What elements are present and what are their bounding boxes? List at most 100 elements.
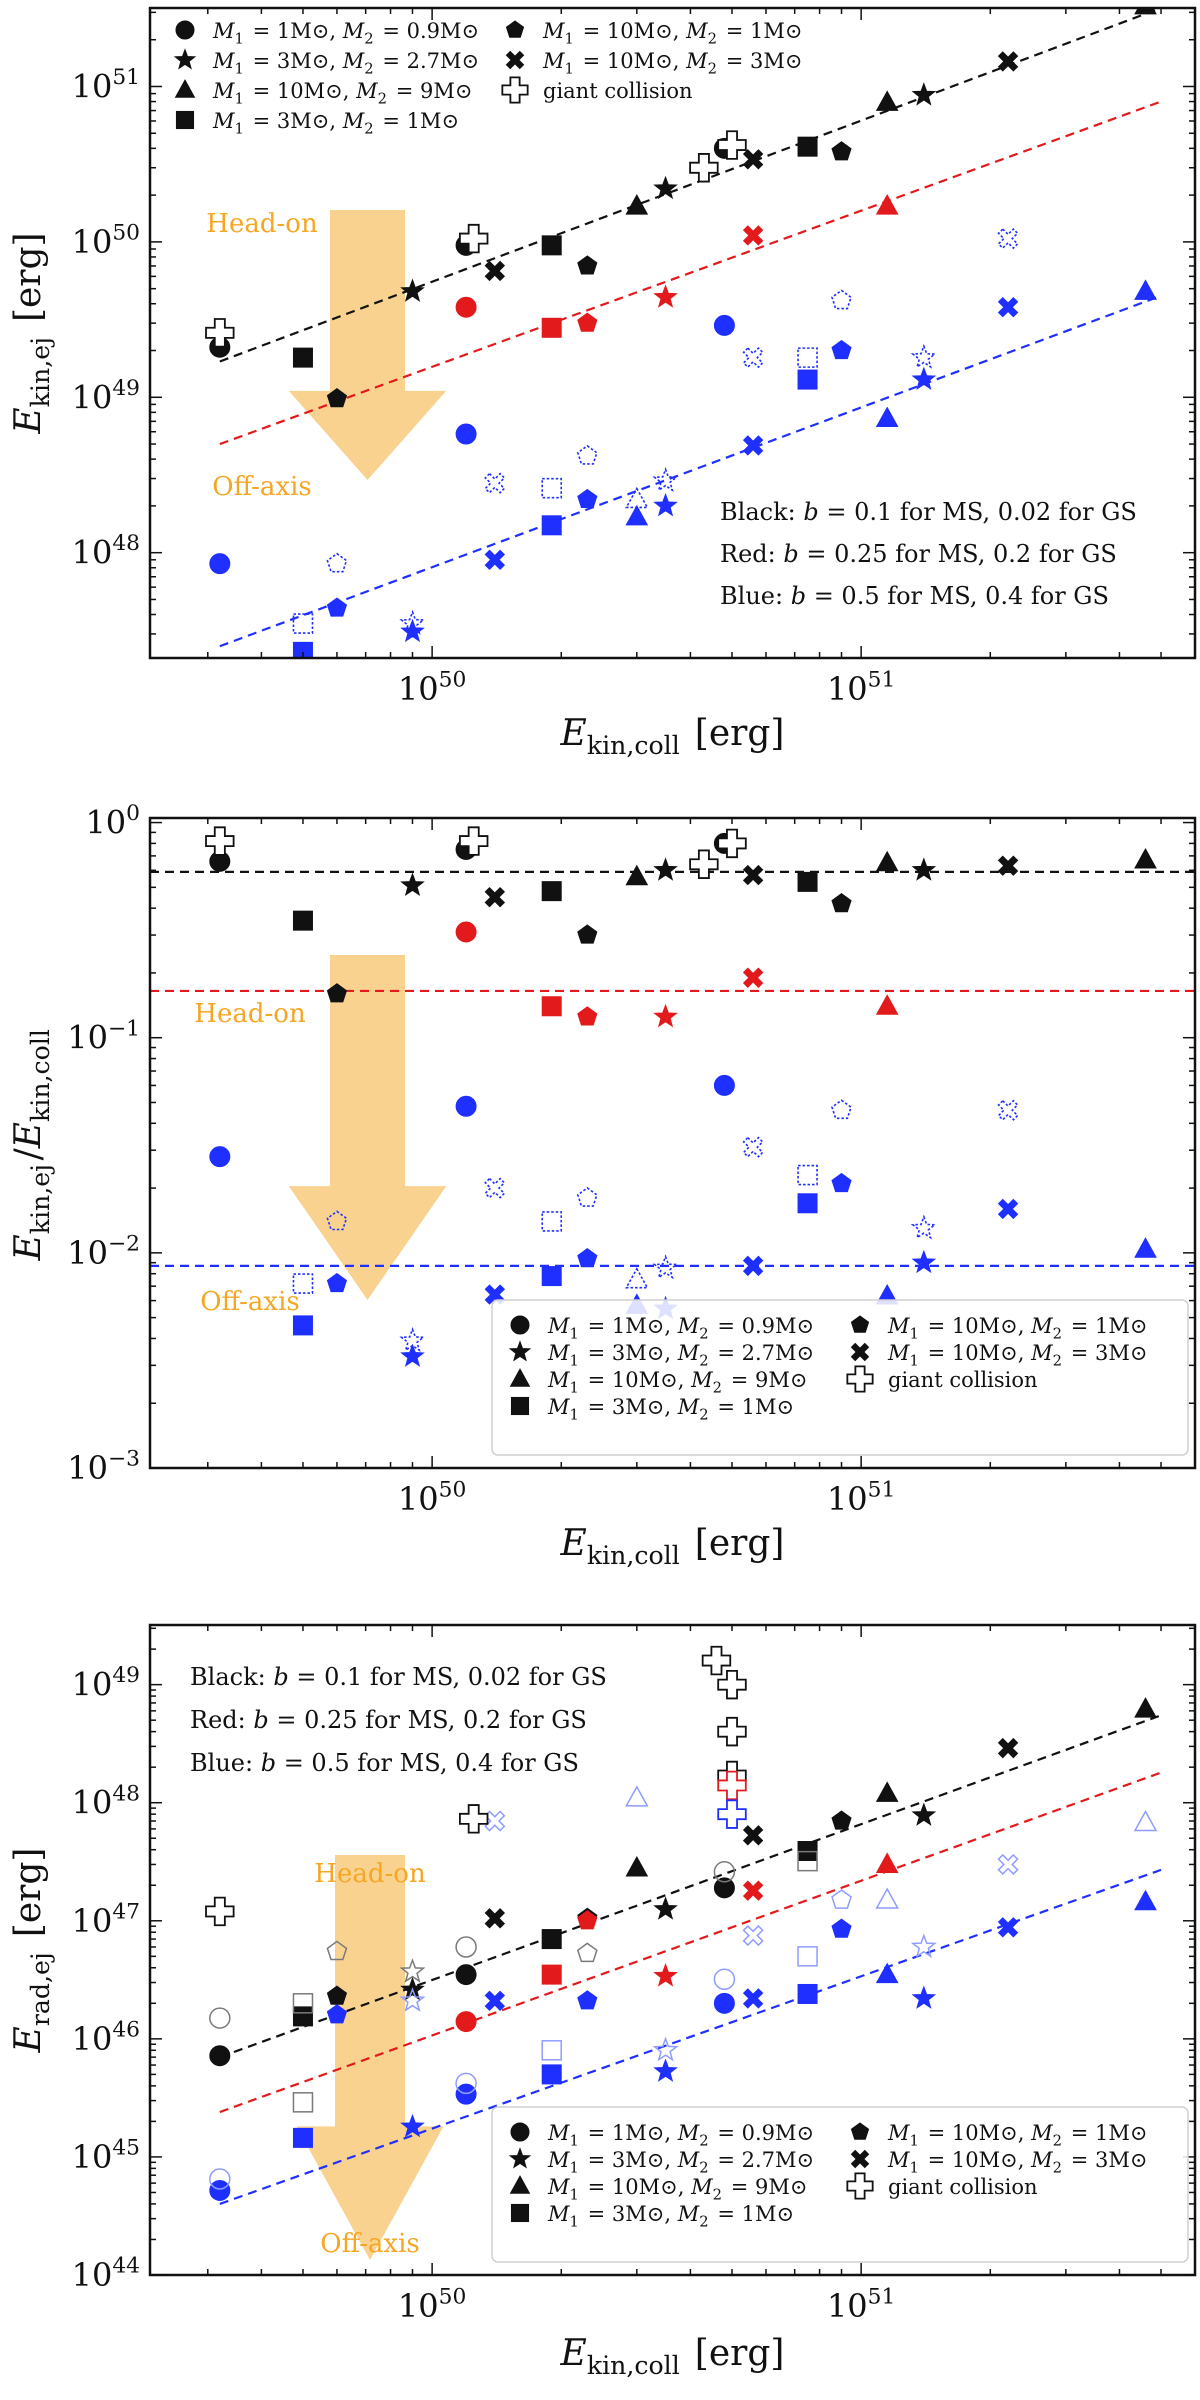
legend-label: M1 = 10M⊙, M2 = 1M⊙ [542, 19, 802, 47]
panel3-point-triangle [1134, 1889, 1157, 1911]
panel3-point-triangle [875, 1781, 899, 1802]
panel3-legend-entry: M1 = 10M⊙, M2 = 9M⊙ [509, 2175, 807, 2203]
legend-label: M1 = 10M⊙, M2 = 9M⊙ [547, 2175, 807, 2203]
panel3-annotation: Red: b = 0.25 for MS, 0.2 for GS [190, 1706, 587, 1734]
panel2-point-circle [209, 1146, 231, 1168]
panel3-point-circle [209, 2168, 231, 2190]
panel3-point-plus [458, 1804, 489, 1834]
panel2-y-tick-label: 100 [85, 801, 140, 841]
panel1-group: 1050 1051 1048 1049 1050 1051 Ekin,coll [erg] E… [8, 6, 1197, 760]
panel1-point-square [541, 515, 562, 536]
legend-pentagon-icon [505, 20, 525, 38]
panel3-point-star [399, 1987, 426, 2012]
legend-label: M1 = 1M⊙, M2 = 0.9M⊙ [547, 2121, 814, 2149]
panel1-point-pentagon [326, 597, 348, 617]
panel3-headon-label: Head-on [314, 1859, 426, 1889]
panel3-y-axis-label: Erad,ej [erg] [8, 1848, 55, 2054]
panel3-point-square [797, 1983, 818, 2004]
panel2-point-x [742, 1136, 764, 1158]
panel3-x-tick-label: 1050 [398, 2285, 466, 2325]
panel1-annotation: Black: b = 0.1 for MS, 0.02 for GS [720, 498, 1137, 526]
panel2-point-square [541, 996, 562, 1017]
panel1-y-axis-label: Ekin,ej [erg] [8, 232, 55, 434]
panel1-point-square [541, 317, 562, 338]
panel3-group: 1050 1051 1044 1045 1046 1047 1048 1049 Ekin,col… [8, 1623, 1197, 2380]
panel2-legend-entry: M1 = 10M⊙, M2 = 3M⊙ [850, 1341, 1147, 1369]
panel3-point-plus [701, 1645, 732, 1676]
panel2-point-x [742, 864, 764, 886]
panel2-point-square [292, 1273, 314, 1294]
legend-label: M1 = 10M⊙, M2 = 3M⊙ [887, 2148, 1147, 2176]
panel3-point-circle [455, 2011, 477, 2033]
panel3-x-axis-label: Ekin,coll [erg] [560, 2333, 785, 2380]
panel1-point-x [997, 227, 1019, 250]
panel3-point-x [997, 1917, 1019, 1938]
panel1-point-triangle [875, 90, 899, 111]
panel3-point-square [292, 1993, 314, 2014]
panel3-annotation: Black: b = 0.1 for MS, 0.02 for GS [190, 1663, 607, 1691]
panel3-point-triangle [875, 1887, 899, 1909]
panel1-legend-entry: M1 = 10M⊙, M2 = 9M⊙ [174, 79, 472, 107]
panel2-legend-entry: M1 = 3M⊙, M2 = 2.7M⊙ [508, 1340, 814, 1369]
panel3-x-tick-label: 1051 [827, 2285, 895, 2325]
panel1-fit-line-1 [219, 100, 1162, 446]
panel2-offaxis-label: Off-axis [200, 1287, 299, 1317]
panel1-legend-entry: M1 = 10M⊙, M2 = 3M⊙ [505, 49, 802, 77]
panel3-point-square [541, 1964, 562, 1985]
panel3-point-plus [717, 1770, 747, 1801]
legend-triangle-icon [174, 79, 196, 98]
panel3-point-circle [455, 2083, 477, 2105]
panel3-point-star [653, 1896, 678, 1920]
panel3-point-x [742, 1825, 764, 1846]
panel1-fit-line-2 [219, 294, 1162, 648]
panel3-point-pentagon [577, 1990, 598, 2010]
legend-label: giant collision [888, 2175, 1038, 2199]
panel1-x-tick-label: 1050 [398, 668, 466, 708]
legend-label: M1 = 10M⊙, M2 = 3M⊙ [887, 1341, 1147, 1369]
panel1-headon-label: Head-on [206, 209, 318, 239]
panel1-point-plus [205, 318, 235, 348]
panel2-legend-entry: M1 = 10M⊙, M2 = 1M⊙ [850, 1314, 1147, 1342]
panel1-point-star [652, 467, 679, 492]
panel2-point-x [997, 1099, 1019, 1121]
panel1-point-x [997, 51, 1019, 72]
legend-triangle-icon [509, 2175, 531, 2194]
panel1-point-circle [209, 553, 231, 575]
panel3-frame [148, 1623, 1197, 2277]
panel1-y-tick-label: 1048 [72, 531, 140, 571]
panel1-point-triangle [625, 194, 649, 215]
panel2-point-plus [689, 849, 719, 879]
panel3-annotation: Blue: b = 0.5 for MS, 0.4 for GS [190, 1749, 579, 1777]
panel2-point-square [797, 871, 818, 892]
panel2-point-pentagon [577, 1248, 598, 1268]
legend-x-icon [850, 2149, 870, 2169]
panel1-point-triangle [624, 486, 649, 509]
panel3-point-square [797, 1850, 818, 1872]
panel3-point-x [484, 1810, 506, 1832]
legend-circle-icon [510, 1315, 530, 1335]
panel3-point-pentagon [326, 1940, 348, 1961]
legend-x-icon [505, 50, 525, 70]
panel2-point-triangle [1134, 847, 1157, 869]
panel3-point-circle [713, 1877, 735, 1899]
panel3-point-x [997, 1853, 1019, 1876]
panel1-point-pentagon [326, 552, 348, 573]
legend-label: M1 = 10M⊙, M2 = 1M⊙ [887, 2121, 1147, 2149]
panel3-point-pentagon [326, 2004, 348, 2024]
panel1-point-square [541, 477, 563, 499]
panel1-point-circle [455, 296, 477, 318]
legend-pentagon-icon [850, 2122, 870, 2140]
panel1-y-tick-label: 1049 [72, 376, 140, 416]
panel3-point-pentagon [831, 1889, 852, 1909]
panel2-point-star [400, 1343, 425, 1367]
panel3-point-plus [717, 1669, 747, 1700]
panel2-group: 1050 1051 10−3 10−2 10−1 100 Ekin,coll [erg] Ek… [8, 801, 1197, 1570]
panel1-point-star [399, 609, 426, 635]
legend-label: M1 = 3M⊙, M2 = 1M⊙ [212, 109, 459, 137]
panel1-point-star [910, 343, 937, 369]
panel2-point-triangle [875, 850, 899, 872]
panel1-point-square [541, 235, 562, 256]
panel3-point-star [653, 2058, 678, 2082]
panel1-point-star [400, 618, 425, 643]
